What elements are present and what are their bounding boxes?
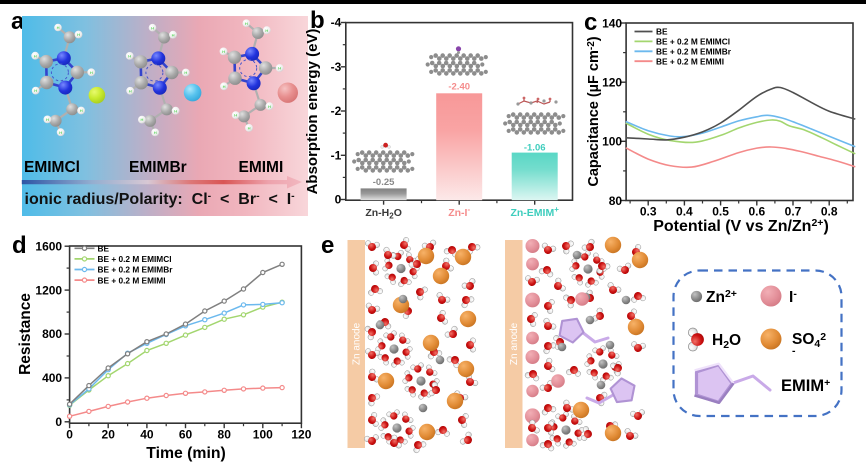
svg-text:80: 80 <box>218 428 232 442</box>
svg-text:Zn-EMIM+: Zn-EMIM+ <box>510 205 559 219</box>
svg-text:Potential (V vs Zn/Zn2+): Potential (V vs Zn/Zn2+) <box>653 217 829 235</box>
svg-text:d: d <box>12 232 27 259</box>
svg-text:Zn-I-: Zn-I- <box>448 205 470 219</box>
svg-text:100: 100 <box>253 428 273 442</box>
svg-text:BE + 0.2 M EMIMI: BE + 0.2 M EMIMI <box>98 275 166 285</box>
svg-text:a: a <box>11 8 25 35</box>
svg-text:H: H <box>245 21 248 26</box>
svg-text:BE + 0.2 M EMIMCl: BE + 0.2 M EMIMCl <box>98 254 172 264</box>
svg-text:-2: -2 <box>331 104 342 118</box>
svg-text:H: H <box>34 88 37 93</box>
svg-text:-3: -3 <box>331 60 342 74</box>
svg-text:120: 120 <box>602 76 622 90</box>
svg-text:Zn anode: Zn anode <box>509 322 520 365</box>
svg-text:H2O: H2O <box>712 332 741 351</box>
svg-text:H: H <box>57 25 60 30</box>
svg-text:H: H <box>46 117 49 122</box>
svg-text:H: H <box>248 126 251 131</box>
svg-text:H: H <box>90 70 93 75</box>
svg-text:H: H <box>174 108 177 113</box>
svg-text:BE + 0.2 M EMIMCl: BE + 0.2 M EMIMCl <box>656 37 730 47</box>
svg-text:Absorption energy (eV): Absorption energy (eV) <box>304 29 321 195</box>
svg-text:H: H <box>278 66 281 71</box>
svg-text:I-: I- <box>789 288 797 306</box>
svg-text:H: H <box>141 117 144 122</box>
svg-text:0.4: 0.4 <box>676 205 693 219</box>
svg-text:H: H <box>80 108 83 113</box>
svg-text:H: H <box>172 32 175 37</box>
svg-text:-1.06: -1.06 <box>524 143 546 154</box>
svg-text:H: H <box>128 54 131 59</box>
svg-text:-: - <box>792 345 796 357</box>
svg-text:H: H <box>59 130 62 135</box>
svg-text:1200: 1200 <box>35 283 62 297</box>
svg-text:0.3: 0.3 <box>640 205 657 219</box>
svg-text:c: c <box>584 9 597 36</box>
svg-text:0: 0 <box>55 415 62 429</box>
svg-text:60: 60 <box>179 428 193 442</box>
svg-text:100: 100 <box>602 135 622 149</box>
svg-text:H: H <box>151 25 154 30</box>
svg-text:0: 0 <box>66 428 73 442</box>
svg-text:H: H <box>77 32 80 37</box>
svg-text:80: 80 <box>609 194 623 208</box>
svg-text:Capacitance (µF cm-2): Capacitance (µF cm-2) <box>586 36 602 186</box>
svg-text:0: 0 <box>335 193 342 207</box>
svg-text:120: 120 <box>291 428 311 442</box>
svg-text:BE + 0.2 M EMIMBr: BE + 0.2 M EMIMBr <box>98 265 174 275</box>
svg-text:EMIMI: EMIMI <box>239 159 284 176</box>
svg-text:1600: 1600 <box>35 239 62 253</box>
svg-text:e: e <box>321 232 334 259</box>
svg-text:40: 40 <box>140 428 154 442</box>
svg-text:Time (min): Time (min) <box>146 445 226 462</box>
svg-text:H: H <box>223 84 226 89</box>
svg-text:140: 140 <box>602 16 622 30</box>
svg-text:Zn anode: Zn anode <box>352 322 363 365</box>
svg-text:BE + 0.2 M EMIMBr: BE + 0.2 M EMIMBr <box>656 47 732 57</box>
svg-text:20: 20 <box>102 428 116 442</box>
svg-text:EMIMBr: EMIMBr <box>129 159 187 176</box>
svg-text:-4: -4 <box>331 16 342 30</box>
svg-text:-1: -1 <box>331 149 342 163</box>
svg-text:H: H <box>154 130 157 135</box>
svg-text:EMIMCl: EMIMCl <box>24 159 80 176</box>
svg-text:-0.25: -0.25 <box>373 177 395 188</box>
svg-text:H: H <box>265 28 268 33</box>
svg-text:EMIM+: EMIM+ <box>781 377 830 395</box>
svg-text:H: H <box>129 88 132 93</box>
svg-text:0.6: 0.6 <box>748 205 765 219</box>
svg-text:H: H <box>34 53 37 58</box>
svg-text:H: H <box>184 70 187 75</box>
svg-text:800: 800 <box>42 327 62 341</box>
svg-text:0.8: 0.8 <box>821 205 838 219</box>
svg-text:BE: BE <box>98 244 110 254</box>
svg-text:400: 400 <box>42 371 62 385</box>
svg-text:H: H <box>268 104 271 109</box>
svg-text:BE: BE <box>656 27 668 37</box>
svg-text:ionic radius/Polarity: Cl- <: ionic radius/Polarity: Cl- < Br- < I- <box>25 190 296 208</box>
svg-text:Resistance: Resistance <box>17 293 34 375</box>
svg-text:0.7: 0.7 <box>785 205 802 219</box>
svg-text:H: H <box>222 49 225 54</box>
svg-text:0.5: 0.5 <box>712 205 729 219</box>
svg-text:H: H <box>234 113 237 118</box>
svg-text:b: b <box>310 7 325 34</box>
svg-text:BE + 0.2 M EMIMI: BE + 0.2 M EMIMI <box>656 56 724 66</box>
svg-text:Zn-H2O: Zn-H2O <box>365 207 402 221</box>
svg-text:-2.40: -2.40 <box>448 82 470 93</box>
